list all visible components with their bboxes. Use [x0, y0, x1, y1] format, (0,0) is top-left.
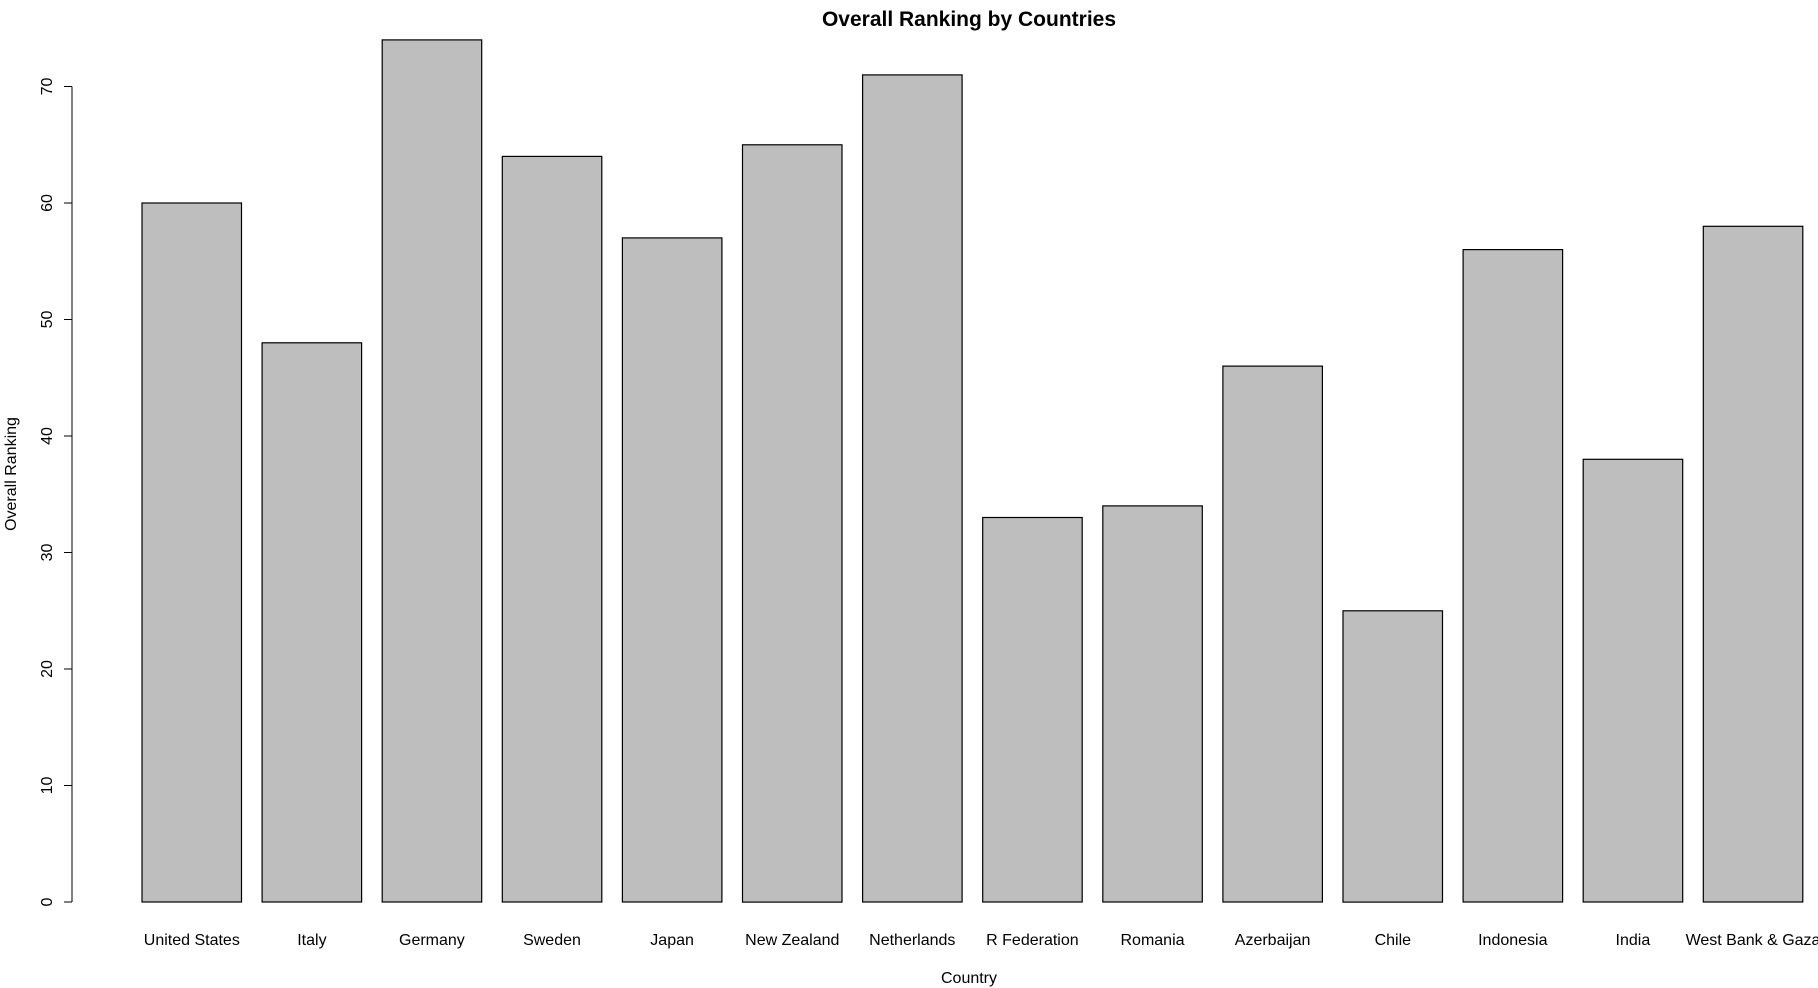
bar	[1582, 458, 1684, 903]
bar	[1702, 225, 1804, 903]
x-axis-title: Country	[941, 970, 997, 987]
x-tick-label: Indonesia	[1478, 932, 1547, 949]
bar	[1462, 249, 1564, 903]
bar	[381, 39, 483, 903]
x-tick-label: R Federation	[986, 932, 1079, 949]
y-tick-label: 20	[39, 660, 56, 678]
bar	[141, 202, 243, 903]
bar	[261, 342, 363, 903]
x-tick-label: New Zealand	[745, 932, 839, 949]
chart-title: Overall Ranking by Countries	[822, 8, 1116, 31]
bars-group	[141, 39, 1804, 903]
bar	[741, 144, 843, 903]
y-tick-label: 40	[39, 427, 56, 445]
y-axis-title: Overall Ranking	[3, 417, 20, 531]
x-tick-label: Chile	[1375, 932, 1412, 949]
y-tick-label: 0	[39, 897, 56, 906]
x-axis-labels: United States Italy Germany Sweden Japan New …	[144, 932, 1818, 949]
x-tick-label: Japan	[650, 932, 694, 949]
y-tick-label: 60	[39, 194, 56, 212]
y-tick-label: 10	[39, 777, 56, 795]
bar	[501, 155, 603, 903]
bar	[1342, 610, 1444, 903]
bar	[861, 74, 963, 903]
x-tick-label: Azerbaijan	[1235, 932, 1311, 949]
y-tick-label: 70	[39, 78, 56, 96]
bar	[1102, 505, 1203, 903]
x-tick-label: Germany	[399, 932, 465, 949]
y-tick-label: 50	[39, 311, 56, 329]
x-tick-label: West Bank & Gaza	[1686, 932, 1818, 949]
y-axis: 0 10 20 30 40 50 60 70	[39, 78, 73, 906]
x-tick-label: India	[1616, 932, 1651, 949]
x-tick-label: Sweden	[523, 932, 581, 949]
y-tick-label: 30	[39, 544, 56, 562]
x-tick-label: Italy	[297, 932, 326, 949]
x-tick-label: Romania	[1120, 932, 1184, 949]
x-tick-label: United States	[144, 932, 240, 949]
bar	[982, 516, 1083, 903]
bar	[621, 237, 723, 903]
x-tick-label: Netherlands	[869, 932, 955, 949]
bar	[1222, 365, 1324, 903]
